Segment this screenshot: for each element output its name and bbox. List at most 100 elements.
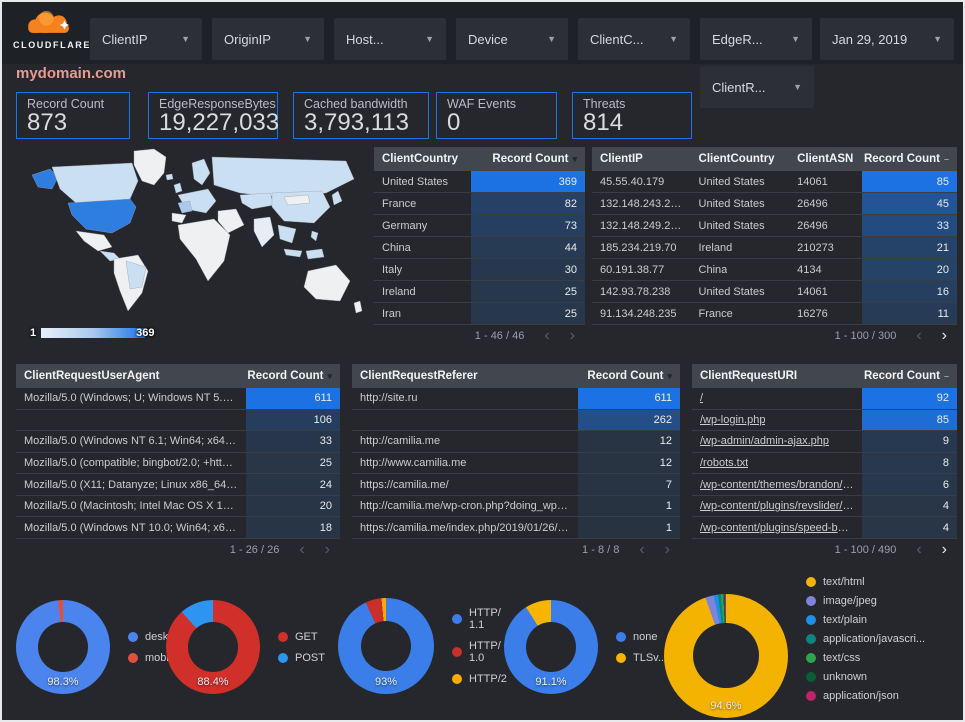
table-row: 132.148.243.238 United States 26496 45 xyxy=(592,193,957,215)
cell-text: 14061 xyxy=(797,175,828,188)
map-color-scale: 1 369 xyxy=(30,327,154,339)
table-cell[interactable]: /wp-admin/admin-ajax.php xyxy=(692,431,862,452)
pagination-next-icon[interactable]: › xyxy=(664,541,670,558)
filter-chip-originip[interactable]: OriginIP ▼ xyxy=(212,18,324,60)
table-cell: 132.148.249.210 xyxy=(592,215,691,236)
legend-item-application-javascri[interactable]: application/javascri... xyxy=(806,633,956,645)
cell-text: Germany xyxy=(382,219,428,232)
table-cell[interactable]: /wp-content/themes/brandon/plu... xyxy=(692,474,862,495)
record-count-cell: 92 xyxy=(861,388,957,409)
cell-text: China xyxy=(698,263,728,276)
table-cell: Italy xyxy=(374,259,471,280)
chevron-down-icon: ▼ xyxy=(669,34,678,44)
column-header-clientrequestreferer[interactable]: ClientRequestReferer xyxy=(360,370,478,382)
pagination-prev-icon[interactable]: ‹ xyxy=(299,541,305,558)
cell-text: /wp-content/plugins/speed-booste... xyxy=(700,521,854,534)
legend-label: text/html xyxy=(823,576,865,588)
cell-text: /wp-admin/admin-ajax.php xyxy=(700,435,830,448)
chevron-down-icon: ▼ xyxy=(547,34,556,44)
table-body-uri: / 92/wp-login.php 85/wp-admin/admin-ajax.p… xyxy=(692,388,957,540)
scorecard-waf-events: WAF Events 0 xyxy=(436,92,557,139)
table-header-client-country: ClientCountry Record Count ▾ xyxy=(374,147,585,171)
legend-item-unknown[interactable]: unknown xyxy=(806,671,956,683)
table-cell: 16276 xyxy=(789,303,862,324)
column-header-record-count[interactable]: Record Count ▾ xyxy=(471,153,585,165)
legend-item-none[interactable]: none xyxy=(616,631,672,643)
pagination-next-icon[interactable]: › xyxy=(941,327,947,344)
column-header-clientrequesturi[interactable]: ClientRequestURI xyxy=(700,370,798,382)
table-uri: ClientRequestURI Record Count – / 92/wp-logi… xyxy=(692,364,957,561)
record-count-cell: 1 xyxy=(578,495,680,517)
table-cell[interactable]: / xyxy=(692,388,862,409)
legend-item-tlsv[interactable]: TLSv... xyxy=(616,652,672,664)
scorecard-value: 19,227,033 xyxy=(159,109,280,136)
legend-dot-icon xyxy=(452,614,462,624)
table-row: https://camilia.me/index.php/2019/01/26/… xyxy=(352,517,680,540)
donut-ring-protocol: 93% xyxy=(338,598,434,694)
table-cell[interactable]: /robots.txt xyxy=(692,453,862,474)
record-count-cell: 30 xyxy=(471,259,585,280)
column-header-record-count[interactable]: Record Count ▾ xyxy=(246,370,340,382)
filter-chip-device[interactable]: Device ▼ xyxy=(456,18,568,60)
table-row: /wp-content/plugins/speed-booste... 4 xyxy=(692,517,957,540)
column-header-clientcountry[interactable]: ClientCountry xyxy=(698,153,775,165)
filter-chip-edger[interactable]: EdgeR... ▼ xyxy=(700,18,812,60)
legend-item-image-jpeg[interactable]: image/jpeg xyxy=(806,595,956,607)
scorecard-threats: Threats 814 xyxy=(572,92,692,139)
record-count-cell: 12 xyxy=(578,452,680,474)
pagination-next-icon[interactable]: › xyxy=(941,541,947,558)
sort-indicator-icon: ▾ xyxy=(667,370,672,381)
column-header-record-count[interactable]: Record Count ▾ xyxy=(578,370,680,382)
legend-item-application-json[interactable]: application/json xyxy=(806,690,956,702)
legend-item-text-plain[interactable]: text/plain xyxy=(806,614,956,626)
column-header-clientrequestuseragent[interactable]: ClientRequestUserAgent xyxy=(24,370,160,382)
table-cell[interactable]: /wp-content/plugins/speed-booste... xyxy=(692,517,862,538)
legend-item-http-1-1[interactable]: HTTP/ 1.1 xyxy=(452,607,510,631)
table-row: Italy 30 xyxy=(374,259,585,281)
legend-dot-icon xyxy=(806,577,816,587)
cell-text: 142.93.78.238 xyxy=(600,285,671,298)
column-header-record-count[interactable]: Record Count – xyxy=(862,370,957,382)
pagination-prev-icon[interactable]: ‹ xyxy=(916,541,922,558)
filter-chip-clientr-label: ClientR... xyxy=(712,79,766,95)
record-count-cell: 12 xyxy=(578,431,680,452)
legend-dot-icon xyxy=(806,672,816,682)
column-header-label: Record Count xyxy=(863,153,940,165)
legend-item-text-html[interactable]: text/html xyxy=(806,576,956,588)
pagination-next-icon[interactable]: › xyxy=(569,327,575,344)
filter-chip-label: ClientIP xyxy=(102,31,148,47)
column-header-record-count[interactable]: Record Count – xyxy=(862,153,957,165)
table-row: Mozilla/5.0 (Windows; U; Windows NT 5.1;… xyxy=(16,388,340,410)
column-header-clientasn[interactable]: ClientASN xyxy=(797,153,854,165)
pagination-prev-icon[interactable]: ‹ xyxy=(639,541,645,558)
column-header-clientcountry[interactable]: ClientCountry xyxy=(382,153,459,165)
filter-chip-clientr[interactable]: ClientR... ▼ xyxy=(700,66,814,108)
legend-item-text-css[interactable]: text/css xyxy=(806,652,956,664)
pagination-next-icon[interactable]: › xyxy=(324,541,330,558)
cell-text: /wp-login.php xyxy=(700,413,766,426)
column-header-clientip[interactable]: ClientIP xyxy=(600,153,643,165)
legend-item-get[interactable]: GET xyxy=(278,631,330,643)
map-scale-max: 369 xyxy=(136,327,155,339)
pagination-user-agent: 1 - 26 / 26 ‹ › xyxy=(16,539,340,561)
table-row: Mozilla/5.0 (X11; Datanyze; Linux x86_64… xyxy=(16,474,340,496)
record-count-cell: 4 xyxy=(861,517,957,539)
legend-item-http-1-0[interactable]: HTTP/ 1.0 xyxy=(452,640,510,664)
pagination-prev-icon[interactable]: ‹ xyxy=(544,327,550,344)
filter-chip-clientip[interactable]: ClientIP ▼ xyxy=(90,18,202,60)
record-count-cell: 16 xyxy=(862,281,957,302)
table-body-client-country: United States 369 France 82 Germany 73 China 44… xyxy=(374,171,585,325)
filter-chip-host[interactable]: Host... ▼ xyxy=(334,18,446,60)
legend-item-post[interactable]: POST xyxy=(278,652,330,664)
donut-chart-tls: 91.1% none TLSv... xyxy=(504,600,672,694)
table-cell[interactable]: /wp-content/plugins/revslider/rs-p... xyxy=(692,496,862,517)
world-map-chart: 1 369 xyxy=(16,147,370,347)
table-cell: 45.55.40.179 xyxy=(592,171,691,192)
table-cell: 60.191.38.77 xyxy=(592,259,691,280)
pagination-prev-icon[interactable]: ‹ xyxy=(916,327,922,344)
date-range-filter[interactable]: Jan 29, 2019 ▼ xyxy=(820,18,954,60)
table-cell[interactable]: /wp-login.php xyxy=(692,410,862,431)
donut-percentage-label: 94.6% xyxy=(710,699,742,712)
legend-item-http-2[interactable]: HTTP/2 xyxy=(452,673,510,685)
filter-chip-clientc[interactable]: ClientC... ▼ xyxy=(578,18,690,60)
